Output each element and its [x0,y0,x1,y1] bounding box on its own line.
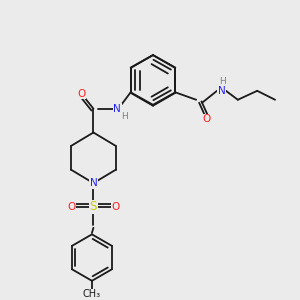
Text: N: N [89,178,97,188]
Text: O: O [67,202,75,212]
Text: O: O [77,89,86,99]
Text: O: O [112,202,120,212]
Text: H: H [121,112,128,121]
Text: O: O [202,114,211,124]
Text: S: S [90,200,97,214]
Text: H: H [219,77,225,86]
Text: N: N [113,104,121,114]
Text: CH₃: CH₃ [83,289,101,299]
Text: N: N [218,86,225,96]
